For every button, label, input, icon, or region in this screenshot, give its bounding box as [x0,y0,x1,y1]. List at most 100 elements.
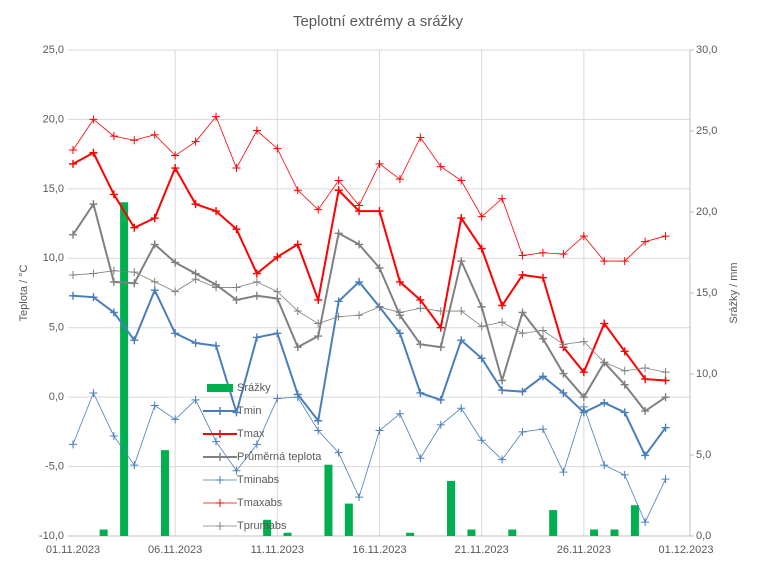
y-axis-title: Teplota / °C [18,264,30,321]
point-marker [498,455,507,464]
point-marker [498,376,507,385]
point-marker [375,302,384,311]
point-marker [436,395,445,404]
bar [99,529,108,536]
point-marker [375,207,384,216]
point-marker [109,277,118,286]
point-marker [109,132,118,141]
bar [120,202,129,536]
bar [447,480,456,536]
point-marker [416,340,425,349]
point-marker [620,470,629,479]
point-marker [457,404,466,413]
point-marker [538,273,547,282]
point-marker [232,466,241,475]
point-marker [273,144,282,153]
point-marker [89,148,98,157]
point-marker [130,136,139,145]
point-marker [538,326,547,335]
point-marker [232,283,241,292]
point-marker [89,115,98,124]
point-marker [355,311,364,320]
point-marker [150,130,159,139]
legend-label: Tmaxabs [237,497,283,509]
y2-tick-label: 15,0 [696,287,717,299]
point-marker [579,393,588,402]
point-marker [212,437,221,446]
point-marker [69,270,77,279]
chart-title: Teplotní extrémy a srážky [293,13,464,30]
point-marker [641,451,650,460]
point-marker [130,279,139,288]
bar [263,519,272,536]
point-marker [252,291,261,300]
y2-tick-label: 25,0 [696,125,717,137]
point-marker [191,275,200,284]
point-marker [559,468,568,477]
point-marker [620,347,629,356]
point-marker [661,423,670,432]
point-marker [477,302,486,311]
point-marker [600,461,609,470]
point-marker [212,112,221,121]
bar [160,450,169,536]
y2-axis-title: Srážky / mm [728,262,740,323]
point-marker [375,264,384,273]
point-marker [355,240,364,249]
y2-tick-label: 0,0 [696,530,711,542]
point-marker [477,322,486,331]
point-marker [191,137,200,146]
point-marker [477,436,486,445]
point-marker [252,277,261,286]
point-marker [559,388,568,397]
point-marker [109,266,118,275]
legend-marker [216,407,224,415]
point-marker [559,340,568,349]
point-marker [191,200,200,209]
x-tick-label: 06.11.2023 [148,544,202,556]
y-tick-label: 25,0 [43,44,64,56]
point-marker [232,164,241,173]
point-marker [334,448,343,457]
point-marker [375,426,384,435]
point-marker [171,164,180,173]
point-marker [150,401,159,410]
point-marker [661,376,670,385]
point-marker [273,252,282,261]
point-marker [416,454,425,463]
point-marker [416,304,425,313]
point-marker [150,286,159,295]
point-marker [641,237,650,246]
point-marker [620,366,629,375]
point-marker [69,145,77,154]
legend-marker [216,453,224,461]
bar [467,529,476,536]
y-tick-label: -10,0 [39,530,64,542]
point-marker [661,475,670,484]
point-marker [314,332,323,341]
point-marker [477,212,486,221]
point-marker [252,333,261,342]
point-marker [89,293,98,302]
point-marker [273,394,282,403]
point-marker [641,375,650,384]
point-marker [293,393,302,402]
point-marker [457,214,466,223]
point-marker [109,308,118,317]
point-marker [579,232,588,241]
point-marker [334,229,343,238]
legend-label: Srážky [237,382,271,394]
point-marker [252,440,261,449]
point-marker [661,232,670,241]
legend-marker [216,430,224,438]
point-marker [69,230,77,239]
point-marker [130,223,139,232]
y-tick-label: 5,0 [49,322,64,334]
point-marker [314,416,323,425]
y2-tick-label: 20,0 [696,206,717,218]
point-marker [395,175,404,184]
point-marker [538,334,547,343]
point-marker [518,270,527,279]
bar [324,464,333,536]
point-marker [661,393,670,402]
